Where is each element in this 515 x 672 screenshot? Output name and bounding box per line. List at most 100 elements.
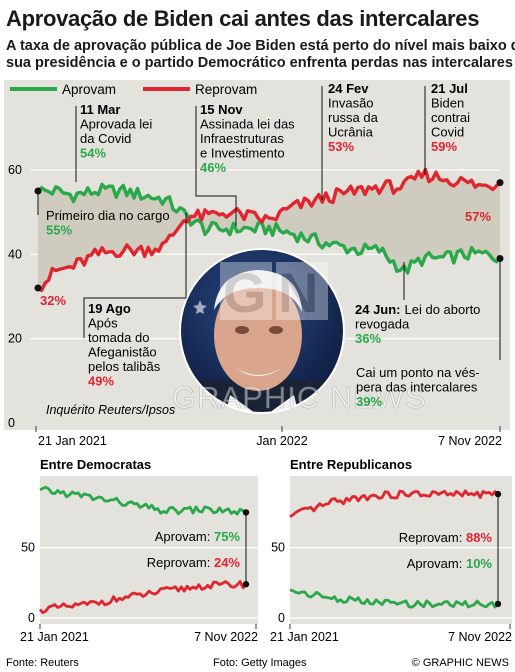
small-x-tick-label: 7 Nov 2022 (448, 630, 512, 644)
annotation-leader (195, 106, 237, 226)
annotation-line: e Investimento (200, 146, 285, 161)
biden-photo: G N (179, 248, 345, 414)
democrats-chart: Entre Democratas 0 50 21 Jan 2021 7 Nov 2022… (20, 457, 258, 644)
annotation-line: Invasão (328, 96, 374, 111)
gn-watermark-logo: G N (220, 261, 328, 324)
small-y-tick-label: 50 (21, 541, 35, 555)
small-chart-title: Entre Republicanos (290, 457, 412, 472)
small-end-label: Aprovam: 10% (407, 556, 493, 571)
annotation-line: Biden (431, 96, 464, 111)
annotation-line: pelos talibãs (88, 359, 161, 374)
page-title: Aprovação de Biden cai antes das interca… (6, 6, 480, 31)
series-start-dot (34, 284, 42, 292)
x-tick-label: Jan 2022 (256, 434, 307, 448)
small-chart-panel (290, 476, 512, 624)
republicans-chart: Entre Republicanos 0 50 21 Jan 2021 7 Nov 20… (270, 457, 512, 644)
annotation-date: 15 Nov (200, 102, 243, 117)
main-series-lines (34, 167, 504, 293)
annotation-value: 54% (80, 146, 106, 161)
subtitle-line-2: sua presidência e o partido Democrático … (6, 55, 513, 71)
small-end-label-value: 75% (214, 529, 240, 544)
annotation-date: 24 Fev (328, 81, 369, 96)
small-end-label-name: Reprovam: (147, 555, 214, 570)
annotation-line: contrai (431, 110, 470, 125)
small-x-tick-label: 21 Jan 2021 (270, 630, 339, 644)
small-series-line-approve (39, 485, 247, 516)
annotation-value: 32% (40, 293, 66, 308)
x-tick-label: 21 Jan 2021 (38, 434, 107, 448)
annotation-date: 19 Ago (88, 301, 131, 316)
annotation-line: pera das intercalares (356, 380, 478, 395)
annotation-date: 11 Mar (80, 102, 120, 117)
small-end-label-name: Aprovam: (407, 556, 466, 571)
footer-source: Fonte: Reuters (6, 657, 79, 669)
annotation-value: 36% (355, 331, 381, 346)
small-end-label: Aprovam: 75% (155, 529, 241, 544)
small-end-label-name: Aprovam: (155, 529, 214, 544)
annotation-line: Primeiro dia no cargo (46, 208, 170, 223)
small-end-label: Reprovam: 24% (147, 555, 241, 570)
small-series-line-disapprove (289, 489, 499, 518)
subtitle-line-1: A taxa de aprovação pública de Joe Biden… (6, 38, 515, 54)
small-end-label-name: Reprovam: (399, 530, 466, 545)
small-x-tick-label: 21 Jan 2021 (20, 630, 89, 644)
small-end-label-value: 24% (214, 555, 240, 570)
x-tick-label: 7 Nov 2022 (438, 434, 502, 448)
annotation-value: 49% (88, 374, 114, 389)
series-line-approve (36, 182, 502, 275)
annotation-line: da Covid (80, 131, 131, 146)
annotation-value: 55% (46, 223, 72, 238)
small-series-line-disapprove (38, 580, 248, 615)
annotation-line: Covid (431, 125, 464, 140)
main-y-axis: 0 20 40 60 (8, 163, 22, 430)
small-y-tick-label: 0 (28, 611, 35, 625)
main-x-axis: 21 Jan 2021 Jan 2022 7 Nov 2022 (35, 426, 502, 448)
annotation-date: 24 Jun: (355, 302, 401, 317)
annotation-value: 46% (200, 160, 226, 175)
annotation-line: Lei do aborto (405, 302, 481, 317)
small-end-label-value: 10% (466, 556, 492, 571)
y-tick-label: 40 (8, 247, 22, 261)
small-end-label: Reprovam: 88% (399, 530, 493, 545)
series-line-disapprove (37, 167, 502, 293)
annotation-text: 24 Jun: Lei do aborto (355, 302, 480, 317)
svg-text:G: G (223, 261, 267, 324)
annotation-line: Infraestruturas (200, 131, 284, 146)
legend-approve-label: Aprovam (62, 82, 116, 97)
y-tick-label: 20 (8, 332, 22, 346)
y-tick-label: 60 (8, 163, 22, 177)
small-series-end-dot (494, 490, 502, 498)
small-series-line-approve (289, 588, 500, 609)
annotation-value: 59% (431, 139, 457, 154)
page-subtitle: A taxa de aprovação pública de Joe Biden… (6, 38, 515, 72)
annotation-line: Cai um ponto na vés- (356, 365, 480, 380)
small-end-label-value: 88% (466, 530, 492, 545)
annotation-line: Aprovada lei (80, 117, 152, 132)
svg-text:N: N (278, 261, 318, 324)
annotation-line: Assinada lei das (200, 117, 295, 132)
small-x-tick-label: 7 Nov 2022 (194, 630, 258, 644)
annotation-line: Afeganistão (88, 345, 157, 360)
small-chart-panel (40, 476, 258, 624)
watermark-text: GRAPHIC NEWS (172, 380, 427, 415)
annotation-line: tomada do (88, 330, 149, 345)
annotation-value: 39% (356, 394, 382, 409)
annotation-value: 57% (465, 209, 491, 224)
annotation-line: Após (88, 316, 118, 331)
annotation-line: Ucrânia (328, 125, 374, 140)
small-chart-title: Entre Democratas (40, 457, 151, 472)
footer-photo-credit: Foto: Getty Images (213, 657, 307, 669)
y-tick-label: 0 (8, 416, 15, 430)
series-end-dot (496, 179, 504, 187)
small-y-tick-label: 0 (278, 611, 285, 625)
small-y-tick-label: 50 (271, 541, 285, 555)
annotation-line: russa da (328, 110, 379, 125)
annotation-date: 21 Jul (431, 81, 468, 96)
source-note: Inquérito Reuters/Ipsos (46, 403, 175, 417)
annotation-leader (83, 213, 187, 338)
annotation-line: revogada (355, 317, 410, 332)
footer-brand: © GRAPHIC NEWS (412, 657, 509, 669)
legend-disapprove-label: Reprovam (195, 82, 257, 97)
